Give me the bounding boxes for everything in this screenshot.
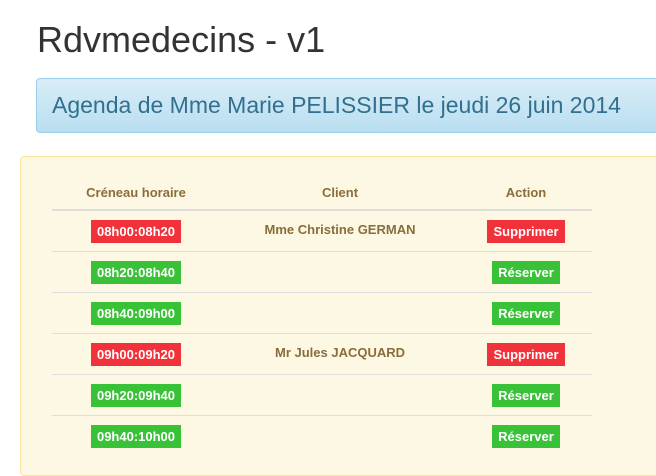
- client-name: Mme Christine GERMAN: [264, 222, 416, 237]
- header-slot: Créneau horaire: [52, 175, 220, 211]
- agenda-title: Agenda de Mme Marie PELISSIER le jeudi 2…: [36, 78, 656, 133]
- slot-badge: 09h40:10h00: [90, 424, 182, 448]
- reserve-button[interactable]: Réserver: [492, 383, 560, 407]
- table-header: Créneau horaire Client Action: [52, 175, 592, 211]
- slot-badge: 09h00:09h20: [90, 342, 182, 366]
- reserve-button[interactable]: Réserver: [492, 260, 560, 284]
- delete-button[interactable]: Supprimer: [487, 219, 565, 243]
- client-name: [220, 251, 460, 293]
- client-name: [220, 415, 460, 456]
- page-title: Rdvmedecins - v1: [37, 19, 326, 60]
- slot-badge: 08h40:09h00: [90, 301, 182, 325]
- reserve-button[interactable]: Réserver: [492, 424, 560, 448]
- agenda-panel: Créneau horaire Client Action 08h00:08h2…: [20, 156, 656, 476]
- table-row: 09h00:09h20 Mr Jules JACQUARD Supprimer: [52, 333, 592, 375]
- header-client: Client: [220, 175, 460, 211]
- table-row: 09h40:10h00 Réserver: [52, 415, 592, 456]
- client-name: [220, 292, 460, 334]
- table-row: 08h20:08h40 Réserver: [52, 251, 592, 293]
- delete-button[interactable]: Supprimer: [487, 342, 565, 366]
- table-row: 08h00:08h20 Mme Christine GERMAN Supprim…: [52, 210, 592, 252]
- table-row: 09h20:09h40 Réserver: [52, 374, 592, 416]
- header-action: Action: [460, 175, 592, 211]
- slot-badge: 08h00:08h20: [90, 219, 182, 243]
- client-name: Mr Jules JACQUARD: [220, 333, 460, 375]
- table-row: 08h40:09h00 Réserver: [52, 292, 592, 334]
- agenda-table: Créneau horaire Client Action 08h00:08h2…: [52, 175, 592, 456]
- slot-badge: 09h20:09h40: [90, 383, 182, 407]
- slot-badge: 08h20:08h40: [90, 260, 182, 284]
- client-name: [220, 374, 460, 416]
- reserve-button[interactable]: Réserver: [492, 301, 560, 325]
